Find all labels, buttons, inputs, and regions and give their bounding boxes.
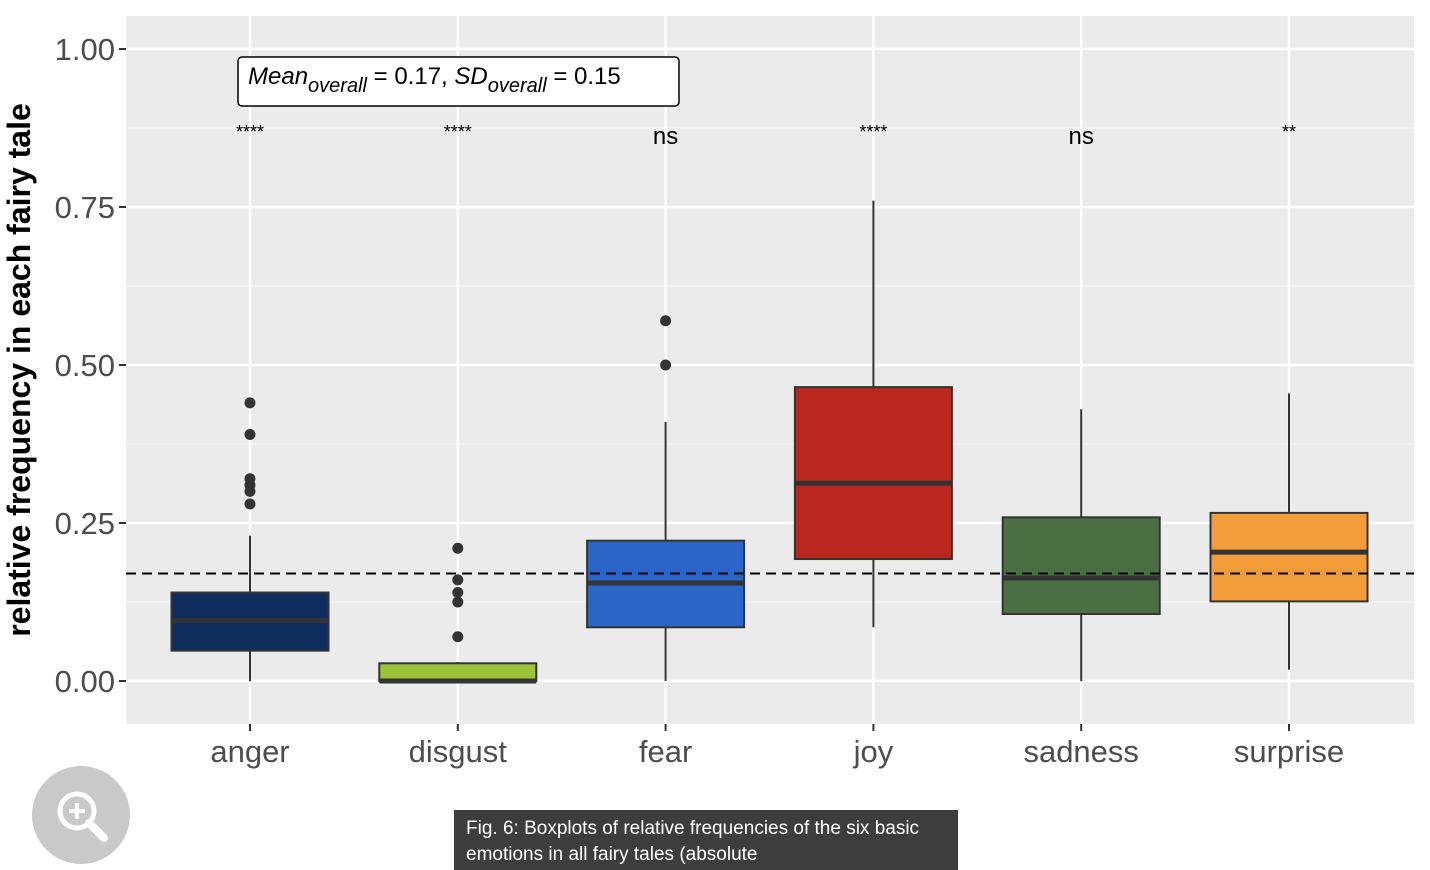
outlier-point: [452, 596, 464, 608]
significance-label: ****: [444, 122, 472, 142]
y-tick-label: 0.00: [55, 664, 115, 699]
box: [378, 662, 538, 683]
zoom-in-icon: [57, 791, 108, 842]
significance-label: ns: [1069, 123, 1094, 150]
x-tick-label: joy: [853, 734, 894, 769]
x-tick-label: anger: [210, 734, 289, 769]
overall-stats-annotation: Meanoverall = 0.17, SDoverall = 0.15: [237, 56, 680, 107]
y-axis: 0.00 0.25 0.50 0.75 1.00: [55, 32, 126, 699]
box-group-disgust: [378, 542, 538, 684]
x-tick-label: fear: [639, 734, 692, 769]
x-axis: anger disgust fear joy sadness surprise: [210, 724, 1344, 769]
significance-label: **: [1282, 122, 1296, 142]
box: [1001, 516, 1161, 616]
mean-subscript: overall: [308, 75, 367, 97]
y-axis-title: relative frequency in each fairy tale: [1, 103, 37, 637]
box-group-anger: [170, 397, 330, 681]
figure-caption: Fig. 6: Boxplots of relative frequencies…: [454, 810, 958, 870]
significance-labels: **** **** ns **** ns **: [236, 122, 1296, 150]
x-tick-label: surprise: [1234, 734, 1344, 769]
y-tick-label: 0.50: [55, 348, 115, 383]
outlier-point: [452, 542, 464, 554]
sd-equals: =: [547, 63, 574, 90]
outlier-point: [244, 485, 256, 497]
outlier-point: [244, 397, 256, 409]
mean-label: Mean: [248, 63, 308, 90]
outlier-point: [452, 574, 464, 586]
x-tick-label: disgust: [409, 734, 508, 769]
box: [793, 386, 953, 561]
box-group-sadness: [1001, 409, 1161, 681]
annotation-box: [237, 56, 680, 107]
significance-label: ****: [859, 122, 887, 142]
sd-label: SD: [454, 63, 487, 90]
mean-equals: =: [367, 63, 394, 90]
zoom-button[interactable]: [32, 766, 130, 864]
boxes: [170, 200, 1369, 684]
sd-value: 0.15: [574, 63, 621, 90]
outlier-point: [452, 587, 464, 599]
box-group-joy: [793, 200, 953, 628]
mean-value: 0.17: [394, 63, 441, 90]
y-tick-label: 0.75: [55, 190, 115, 225]
plot-panel: [126, 16, 1414, 724]
significance-label: ns: [653, 123, 678, 150]
y-tick-label: 0.25: [55, 506, 115, 541]
outlier-point: [660, 315, 672, 327]
box-group-surprise: [1209, 393, 1369, 670]
y-tick-label: 1.00: [55, 32, 115, 67]
x-tick-label: sadness: [1023, 734, 1138, 769]
minor-gridlines: [126, 127, 1414, 603]
outlier-point: [452, 631, 464, 643]
outlier-point: [244, 498, 256, 510]
box-group-fear: [586, 315, 746, 681]
box: [1209, 511, 1369, 603]
sd-subscript: overall: [488, 75, 547, 97]
annotation-comma: ,: [441, 63, 454, 90]
svg-text:Meanoverall = 0.17, SDoverall: Meanoverall = 0.17, SDoverall = 0.15: [248, 63, 621, 97]
outlier-point: [660, 359, 672, 371]
outlier-point: [244, 429, 256, 441]
significance-label: ****: [236, 122, 264, 142]
